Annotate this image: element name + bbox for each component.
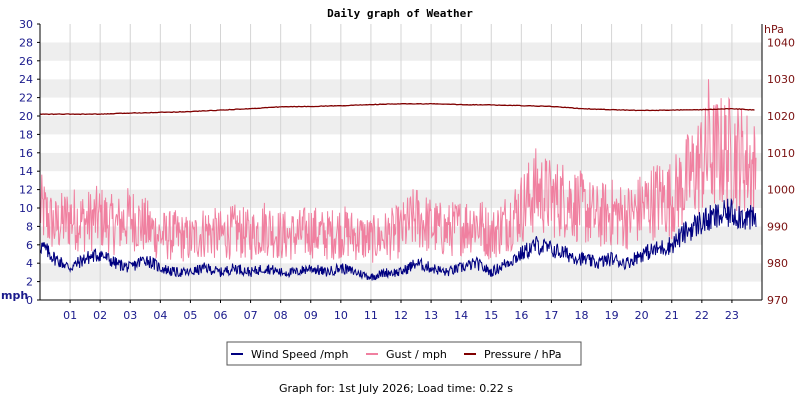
x-tick-label: 21 xyxy=(665,309,679,322)
right-tick-label: 1010 xyxy=(767,147,795,160)
legend-label-wind: Wind Speed /mph xyxy=(251,348,349,361)
left-axis-unit: mph xyxy=(1,289,28,302)
left-tick-label: 2 xyxy=(26,276,33,289)
left-tick-label: 28 xyxy=(19,36,33,49)
legend: Wind Speed /mph Gust / mph Pressure / hP… xyxy=(226,341,582,366)
x-tick-label: 18 xyxy=(575,309,589,322)
left-tick-label: 22 xyxy=(19,92,33,105)
left-tick-label: 14 xyxy=(19,165,33,178)
right-axis-ticks: 970 980 990 1000 1010 1020 1030 1040 xyxy=(767,36,795,307)
x-tick-label: 05 xyxy=(183,309,197,322)
x-tick-label: 07 xyxy=(244,309,258,322)
left-tick-label: 12 xyxy=(19,184,33,197)
x-tick-label: 19 xyxy=(605,309,619,322)
x-tick-label: 02 xyxy=(93,309,107,322)
right-tick-label: 1030 xyxy=(767,73,795,86)
x-tick-label: 11 xyxy=(364,309,378,322)
right-tick-label: 970 xyxy=(767,294,788,307)
x-tick-label: 03 xyxy=(123,309,137,322)
footer-text: Graph for: 1st July 2026; Load time: 0.2… xyxy=(279,382,513,395)
left-tick-label: 0 xyxy=(26,294,33,307)
x-tick-label: 22 xyxy=(695,309,709,322)
x-tick-label: 09 xyxy=(304,309,318,322)
series-gust-line xyxy=(39,79,757,263)
left-tick-label: 20 xyxy=(19,110,33,123)
x-tick-label: 13 xyxy=(424,309,438,322)
left-tick-label: 26 xyxy=(19,55,33,68)
series-pressure-line xyxy=(39,102,755,116)
right-axis-unit: hPa xyxy=(764,23,784,36)
legend-label-pressure: Pressure / hPa xyxy=(484,348,562,361)
x-tick-label: 14 xyxy=(454,309,468,322)
right-tick-label: 1040 xyxy=(767,36,795,49)
chart-title: Daily graph of Weather xyxy=(327,7,473,20)
x-tick-label: 20 xyxy=(635,309,649,322)
x-tick-label: 06 xyxy=(214,309,228,322)
right-tick-label: 990 xyxy=(767,220,788,233)
series-wind-speed-line xyxy=(39,197,757,281)
x-tick-label: 15 xyxy=(484,309,498,322)
right-tick-label: 1000 xyxy=(767,184,795,197)
x-tick-label: 23 xyxy=(725,309,739,322)
plot-series xyxy=(39,79,757,281)
right-tick-label: 1020 xyxy=(767,110,795,123)
x-tick-label: 12 xyxy=(394,309,408,322)
x-tick-label: 16 xyxy=(514,309,528,322)
left-tick-label: 4 xyxy=(26,257,33,270)
x-tick-label: 04 xyxy=(153,309,167,322)
left-tick-label: 30 xyxy=(19,18,33,31)
left-tick-label: 8 xyxy=(26,220,33,233)
legend-label-gust: Gust / mph xyxy=(386,348,447,361)
x-tick-label: 17 xyxy=(544,309,558,322)
right-tick-label: 980 xyxy=(767,257,788,270)
left-tick-label: 6 xyxy=(26,239,33,252)
x-tick-label: 10 xyxy=(334,309,348,322)
x-axis-ticks: 01 02 03 04 05 06 07 08 09 10 11 12 13 14 15 16 17 18 19 20… xyxy=(63,300,739,322)
legend-box xyxy=(226,341,582,366)
left-tick-label: 10 xyxy=(19,202,33,215)
left-tick-label: 24 xyxy=(19,73,33,86)
x-tick-label: 01 xyxy=(63,309,77,322)
left-tick-label: 18 xyxy=(19,128,33,141)
x-tick-label: 08 xyxy=(274,309,288,322)
left-tick-label: 16 xyxy=(19,147,33,160)
